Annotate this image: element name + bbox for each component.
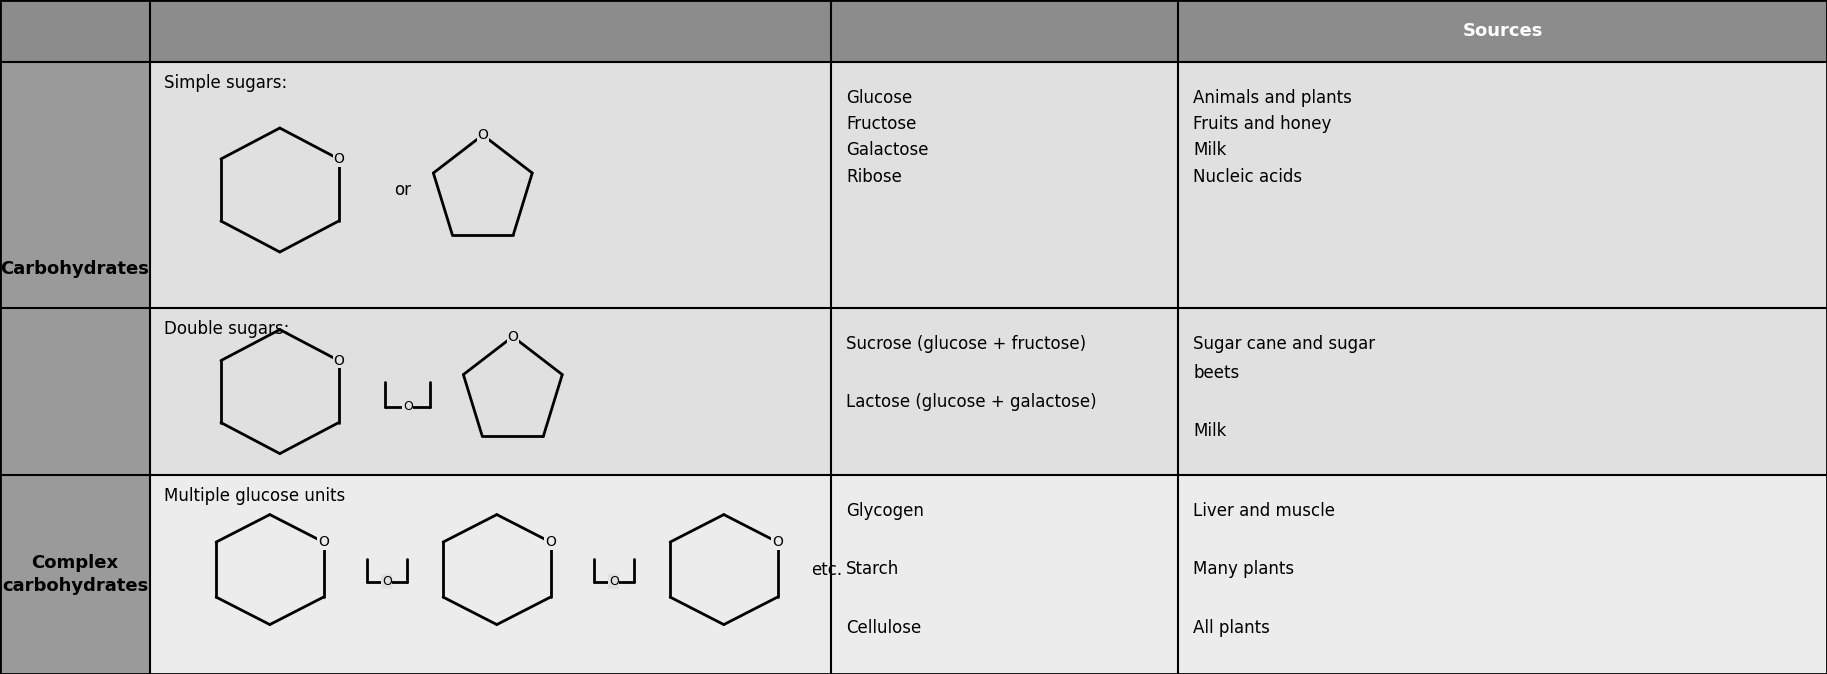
Text: O: O [608,575,619,588]
Text: Double sugars:: Double sugars: [164,320,290,338]
Text: Sugar cane and sugar
beets

Milk: Sugar cane and sugar beets Milk [1193,335,1376,440]
Text: O: O [773,535,784,549]
Text: Multiple glucose units: Multiple glucose units [164,487,345,506]
Polygon shape [0,0,1827,62]
Polygon shape [150,308,1827,475]
Text: Complex
carbohydrates: Complex carbohydrates [2,554,148,595]
Polygon shape [0,62,150,475]
Text: O: O [477,128,488,142]
Text: or: or [395,181,411,199]
Text: Sucrose (glucose + fructose)

Lactose (glucose + galactose): Sucrose (glucose + fructose) Lactose (gl… [846,335,1096,411]
Text: Simple sugars:: Simple sugars: [164,74,287,92]
Text: O: O [333,152,343,166]
Text: Carbohydrates: Carbohydrates [0,259,150,278]
Text: Animals and plants
Fruits and honey
Milk
Nucleic acids: Animals and plants Fruits and honey Milk… [1193,89,1352,186]
Text: etc.: etc. [811,561,842,578]
Polygon shape [150,62,1827,308]
Text: O: O [382,575,391,588]
Text: O: O [404,400,413,413]
Text: Sources: Sources [1463,22,1542,40]
Text: O: O [508,330,519,344]
Polygon shape [0,475,150,674]
Text: Glucose
Fructose
Galactose
Ribose: Glucose Fructose Galactose Ribose [846,89,928,186]
Text: O: O [318,535,329,549]
Text: Liver and muscle

Many plants

All plants: Liver and muscle Many plants All plants [1193,502,1336,637]
Text: Glycogen

Starch

Cellulose: Glycogen Starch Cellulose [846,502,924,637]
Text: O: O [544,535,555,549]
Text: O: O [333,354,343,367]
Polygon shape [150,475,1827,674]
